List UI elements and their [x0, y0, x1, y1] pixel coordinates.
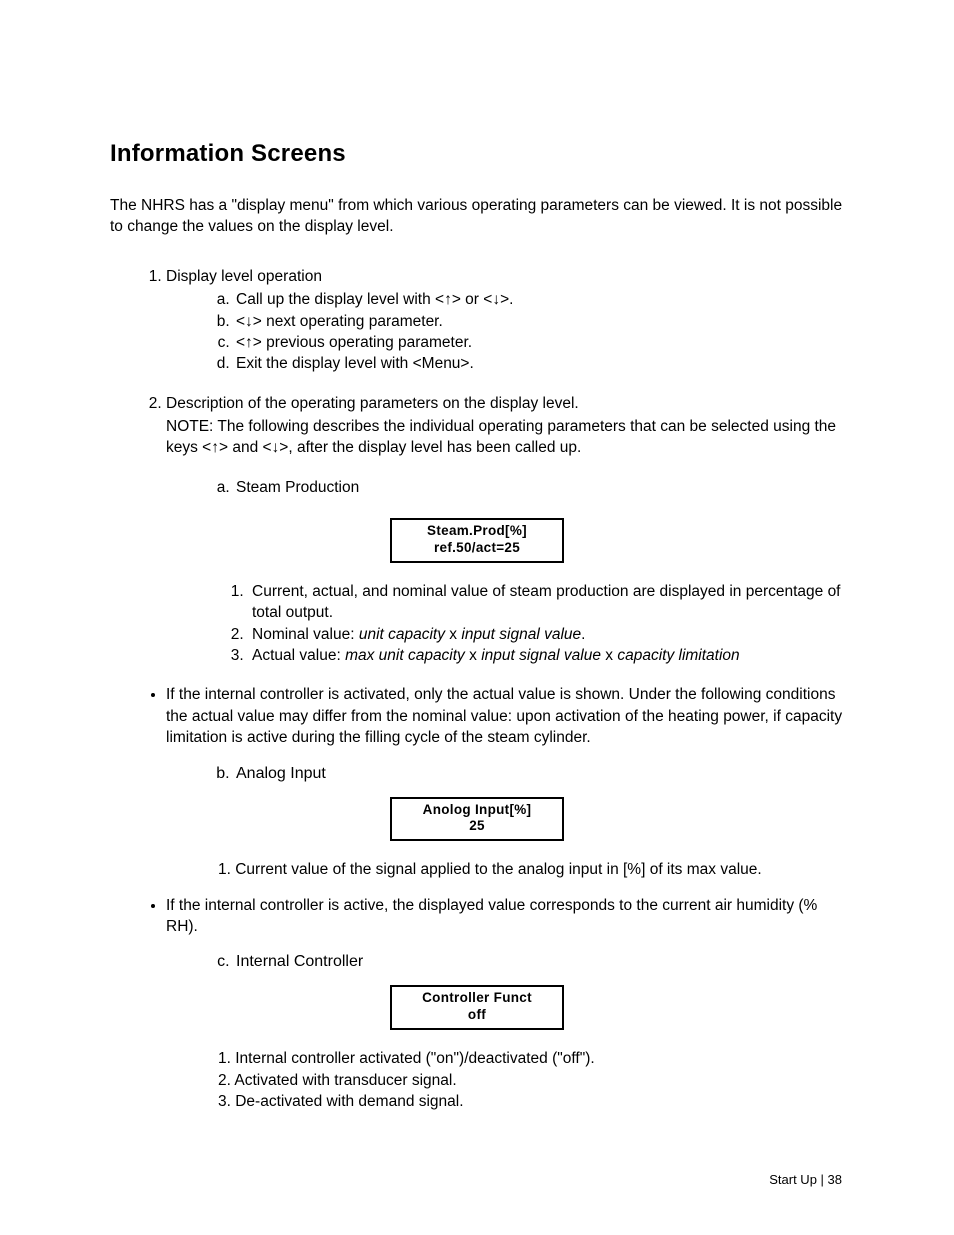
item2-title: Description of the operating parameters … [166, 395, 579, 412]
item1-title: Display level operation [166, 268, 322, 285]
item2-c: Internal Controller [234, 953, 844, 971]
steam-sub2-prefix: Nominal value: [252, 626, 359, 643]
lcd-steam: Steam.Prod[%] ref.50/act=25 [390, 518, 564, 563]
steam-sub3-mid2: x [601, 647, 617, 664]
lcd-steam-wrap: Steam.Prod[%] ref.50/act=25 [110, 518, 844, 563]
steam-sub3-prefix: Actual value: [252, 647, 345, 664]
steam-sub3-em1: max unit capacity [345, 647, 465, 664]
steam-sub2-em1: unit capacity [359, 626, 445, 643]
steam-sub3-mid1: x [465, 647, 481, 664]
analog-sub-block: 1. Current value of the signal applied t… [218, 859, 844, 880]
steam-sub3-em3: capacity limitation [617, 647, 739, 664]
analog-sub-1: 1. Current value of the signal applied t… [218, 859, 844, 880]
intro-paragraph: The NHRS has a "display menu" from which… [110, 196, 844, 238]
item2-note: NOTE: The following describes the indivi… [166, 416, 844, 459]
item2-b: Analog Input [234, 765, 844, 783]
controller-sub-3: 3. De-activated with demand signal. [218, 1091, 844, 1112]
item2-a: Steam Production [234, 477, 844, 498]
item1-sublist: Call up the display level with <↑> or <↓… [166, 289, 844, 375]
controller-sub-2: 2. Activated with transducer signal. [218, 1070, 844, 1091]
list-item-1: Display level operation Call up the disp… [166, 266, 844, 375]
item1-c: <↑> previous operating parameter. [234, 332, 844, 353]
lcd-controller-line1: Controller Funct [420, 990, 534, 1007]
steam-sub2-mid: x [445, 626, 461, 643]
list-item-2: Description of the operating parameters … [166, 393, 844, 499]
steam-sub-list: Current, actual, and nominal value of st… [218, 581, 844, 667]
steam-sub-2: Nominal value: unit capacity x input sig… [248, 624, 844, 645]
lcd-analog-line2: 25 [420, 818, 534, 835]
steam-sub2-em2: input signal value [461, 626, 581, 643]
item2-sublist-b: Analog Input [166, 765, 844, 783]
lcd-steam-line2: ref.50/act=25 [420, 540, 534, 557]
lcd-controller: Controller Funct off [390, 985, 564, 1030]
lcd-analog: Anolog Input[%] 25 [390, 797, 564, 842]
bullet-list-b: If the internal controller is active, th… [110, 895, 844, 938]
bullet-b: If the internal controller is active, th… [166, 895, 844, 938]
page-footer: Start Up | 38 [769, 1172, 842, 1187]
item2-sublist-a: Steam Production [166, 477, 844, 498]
lcd-analog-wrap: Anolog Input[%] 25 [110, 797, 844, 842]
bullet-list-a: If the internal controller is activated,… [110, 684, 844, 748]
document-page: Information Screens The NHRS has a "disp… [0, 0, 954, 1235]
item2-sublist-c: Internal Controller [166, 953, 844, 971]
bullet-a: If the internal controller is activated,… [166, 684, 844, 748]
footer-page-number: 38 [828, 1172, 842, 1187]
main-ordered-list: Display level operation Call up the disp… [110, 266, 844, 498]
item1-a: Call up the display level with <↑> or <↓… [234, 289, 844, 310]
controller-sub-1: 1. Internal controller activated ("on")/… [218, 1048, 844, 1069]
item1-b: <↓> next operating parameter. [234, 311, 844, 332]
item1-d: Exit the display level with <Menu>. [234, 353, 844, 374]
lcd-analog-line1: Anolog Input[%] [420, 802, 534, 819]
steam-sub-3: Actual value: max unit capacity x input … [248, 645, 844, 666]
lcd-controller-wrap: Controller Funct off [110, 985, 844, 1030]
steam-sub2-suffix: . [581, 626, 585, 643]
footer-label: Start Up | [769, 1172, 827, 1187]
controller-sub-block: 1. Internal controller activated ("on")/… [218, 1048, 844, 1112]
lcd-controller-line2: off [420, 1007, 534, 1024]
lcd-steam-line1: Steam.Prod[%] [420, 523, 534, 540]
steam-sub3-em2: input signal value [481, 647, 601, 664]
steam-sub-1: Current, actual, and nominal value of st… [248, 581, 844, 624]
section-heading: Information Screens [110, 140, 844, 168]
